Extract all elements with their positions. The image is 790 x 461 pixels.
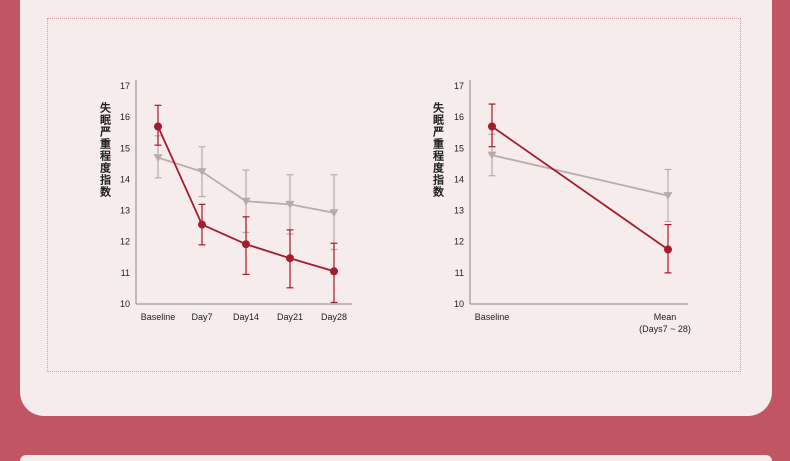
placebo-point <box>241 197 251 206</box>
y-tick-label: 12 <box>120 237 130 247</box>
placebo-point <box>153 154 163 163</box>
treatment-point <box>330 267 338 276</box>
y-axis-label: 失眠严重程度指数 <box>99 101 113 198</box>
y-tick-label: 14 <box>120 174 130 184</box>
x-tick-label: Day7 <box>191 312 212 322</box>
y-tick-label: 16 <box>120 112 130 122</box>
placebo-point <box>285 200 295 209</box>
chart-frame <box>47 18 741 372</box>
treatment-point <box>242 240 250 249</box>
placebo-point <box>197 168 207 177</box>
y-tick-label: 13 <box>120 206 130 216</box>
y-tick-label: 11 <box>121 268 130 278</box>
treatment-point <box>286 254 294 263</box>
next-card-edge <box>20 455 772 461</box>
x-tick-label: Day28 <box>321 312 347 322</box>
treatment-point <box>198 220 206 229</box>
x-tick-label: Baseline <box>141 312 176 322</box>
y-tick-label: 17 <box>120 81 130 91</box>
x-tick-label: Day21 <box>277 312 303 322</box>
treatment-point <box>154 122 162 131</box>
placebo-point <box>329 209 339 218</box>
y-tick-label: 15 <box>120 143 130 153</box>
x-tick-label: Day14 <box>233 312 259 322</box>
y-tick-label: 10 <box>120 299 130 309</box>
